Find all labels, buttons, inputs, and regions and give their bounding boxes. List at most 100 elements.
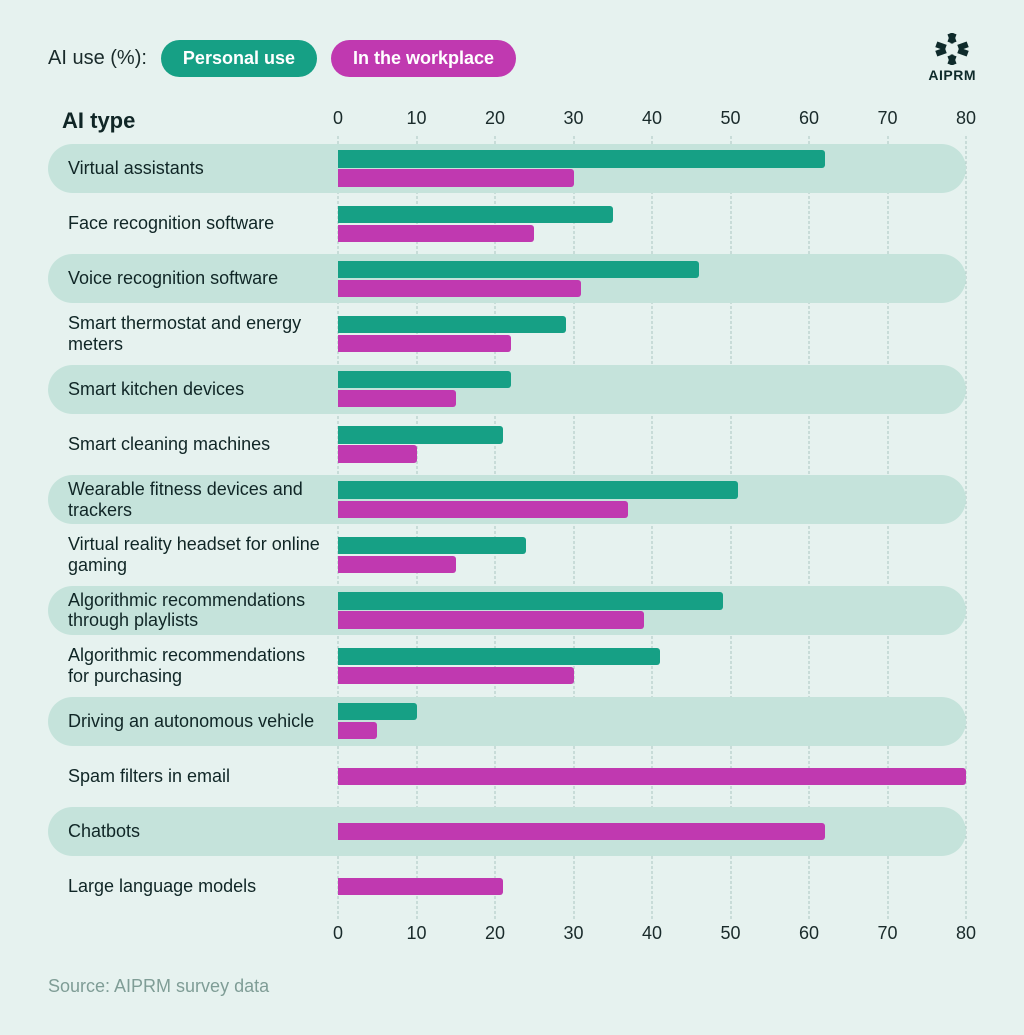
axis-tick-label: 20 (485, 923, 505, 944)
bar-personal (338, 648, 660, 665)
row-label: Smart kitchen devices (48, 369, 338, 410)
bar-personal (338, 150, 825, 167)
chart-row: Virtual reality headset for online gamin… (48, 530, 966, 579)
axis-tick-label: 0 (333, 108, 343, 129)
row-label: Wearable fitness devices and trackers (48, 479, 338, 520)
chart-row: Smart kitchen devices (48, 365, 966, 414)
bar-personal (338, 426, 503, 443)
axis-tick-label: 80 (956, 923, 976, 944)
source-caption: Source: AIPRM survey data (48, 976, 269, 997)
axis-tick-label: 20 (485, 108, 505, 129)
chart-row: Large language models (48, 862, 966, 911)
row-label: Face recognition software (48, 203, 338, 244)
axis-tick-label: 70 (877, 108, 897, 129)
bar-personal (338, 537, 526, 554)
axis-tick-label: 60 (799, 108, 819, 129)
row-label: Virtual reality headset for online gamin… (48, 534, 338, 575)
row-bars (338, 313, 966, 354)
bar-personal (338, 371, 511, 388)
x-axis-top: 01020304050607080 (338, 108, 966, 132)
chart-row: Smart thermostat and energy meters (48, 309, 966, 358)
bar-workplace (338, 878, 503, 895)
row-bars (338, 645, 966, 686)
axis-tick-label: 10 (406, 923, 426, 944)
row-bars (338, 203, 966, 244)
bar-personal (338, 481, 738, 498)
bar-personal (338, 206, 613, 223)
axis-tick-label: 30 (563, 108, 583, 129)
chart-frame: AI use (%): Personal use In the workplac… (16, 16, 1008, 1019)
bar-workplace (338, 169, 574, 186)
bar-personal (338, 703, 417, 720)
row-bars (338, 590, 966, 631)
chart-row: Algorithmic recommendations through play… (48, 586, 966, 635)
row-bars (338, 534, 966, 575)
column-header: AI type (48, 108, 338, 134)
row-label: Voice recognition software (48, 258, 338, 299)
row-bars (338, 701, 966, 742)
row-bars (338, 258, 966, 299)
axis-tick-label: 40 (642, 108, 662, 129)
chart-row: Virtual assistants (48, 144, 966, 193)
chart-row: Spam filters in email (48, 752, 966, 801)
brand-logo: AIPRM (928, 33, 976, 83)
row-bars (338, 479, 966, 520)
bar-personal (338, 261, 699, 278)
chart-row: Face recognition software (48, 199, 966, 248)
row-bars (338, 369, 966, 410)
axis-tick-label: 40 (642, 923, 662, 944)
row-label: Driving an autonomous vehicle (48, 701, 338, 742)
bar-chart: AI type 0 10 20 30 40 50 60 70 80 0 10 20 30 40 50 60 7… (48, 108, 976, 947)
bar-workplace (338, 501, 628, 518)
chart-row: Chatbots (48, 807, 966, 856)
row-label: Spam filters in email (48, 756, 338, 797)
bar-workplace (338, 335, 511, 352)
axis-tick-label: 70 (877, 923, 897, 944)
legend-header: AI use (%): Personal use In the workplac… (48, 34, 976, 82)
bar-workplace (338, 823, 825, 840)
chart-row: Algorithmic recommendations for purchasi… (48, 641, 966, 690)
bar-workplace (338, 556, 456, 573)
bar-personal (338, 316, 566, 333)
row-bars (338, 756, 966, 797)
chart-rows: Virtual assistants Face recognition softw… (48, 144, 966, 911)
chart-row: Driving an autonomous vehicle (48, 697, 966, 746)
row-bars (338, 424, 966, 465)
bar-workplace (338, 611, 644, 628)
bar-workplace (338, 722, 377, 739)
axis-tick-label: 30 (563, 923, 583, 944)
axis-tick-label: 80 (956, 108, 976, 129)
chart-row: Smart cleaning machines (48, 420, 966, 469)
row-bars (338, 866, 966, 907)
x-axis-bottom: 01020304050607080 (338, 923, 966, 947)
row-label: Smart cleaning machines (48, 424, 338, 465)
bar-workplace (338, 225, 534, 242)
legend-pill-personal: Personal use (161, 40, 317, 77)
bar-workplace (338, 768, 966, 785)
row-label: Chatbots (48, 811, 338, 852)
axis-tick-label: 50 (720, 923, 740, 944)
bar-personal (338, 592, 723, 609)
chart-row: Voice recognition software (48, 254, 966, 303)
bar-workplace (338, 390, 456, 407)
row-label: Algorithmic recommendations for purchasi… (48, 645, 338, 686)
aiprm-logo-icon (934, 33, 970, 65)
brand-logo-text: AIPRM (928, 67, 976, 83)
row-bars (338, 811, 966, 852)
axis-tick-label: 10 (406, 108, 426, 129)
row-label: Smart thermostat and energy meters (48, 313, 338, 354)
chart-row: Wearable fitness devices and trackers (48, 475, 966, 524)
bar-workplace (338, 445, 417, 462)
axis-tick-label: 60 (799, 923, 819, 944)
legend-pill-workplace: In the workplace (331, 40, 516, 77)
row-label: Large language models (48, 866, 338, 907)
axis-tick-label: 50 (720, 108, 740, 129)
axis-tick-label: 0 (333, 923, 343, 944)
bar-workplace (338, 280, 581, 297)
row-label: Virtual assistants (48, 148, 338, 189)
bar-workplace (338, 667, 574, 684)
plot-area: 01020304050607080 01020304050607080 Virt… (338, 108, 966, 947)
row-label: Algorithmic recommendations through play… (48, 590, 338, 631)
row-bars (338, 148, 966, 189)
legend-title: AI use (%): (48, 47, 147, 70)
